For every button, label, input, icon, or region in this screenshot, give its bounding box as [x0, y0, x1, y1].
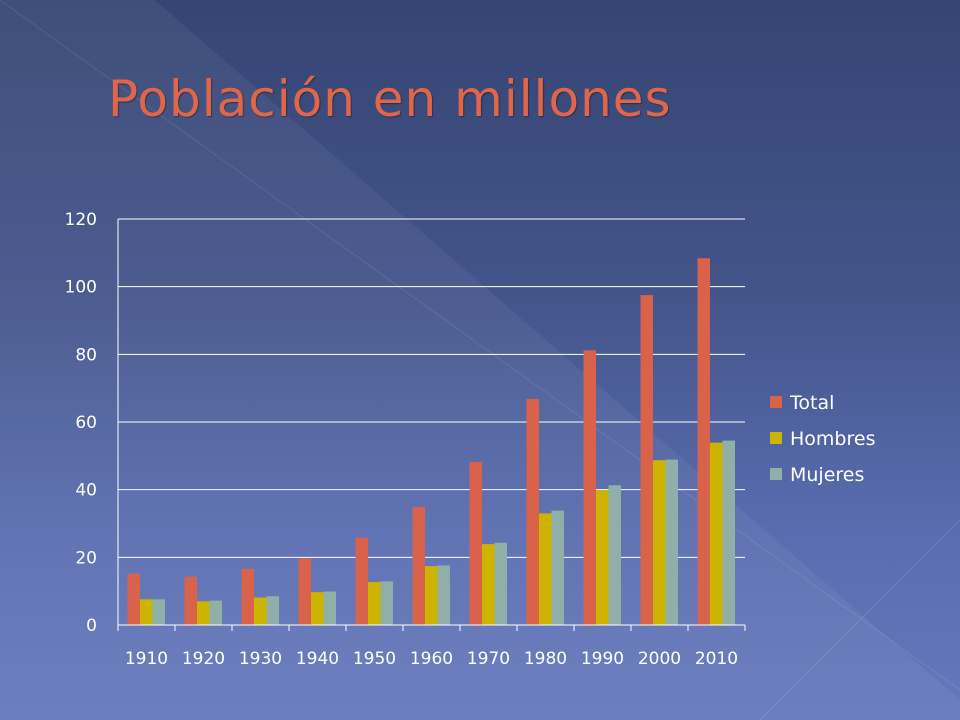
bar-mujeres-2000: [665, 459, 678, 625]
bar-total-1960: [412, 506, 425, 625]
x-axis: [117, 219, 746, 631]
y-tick-label: 20: [75, 548, 97, 568]
bar-hombres-2000: [653, 460, 666, 625]
y-tick-label: 120: [65, 210, 97, 230]
bar-hombres-1980: [539, 513, 552, 625]
legend-swatch-hombres: [770, 432, 782, 444]
x-tick-label: 1930: [239, 649, 282, 669]
x-tick-label: 1970: [467, 649, 510, 669]
bar-total-1990: [583, 350, 596, 625]
bar-mujeres-1950: [380, 581, 393, 625]
y-tick-label: 60: [75, 413, 97, 433]
bar-mujeres-1980: [551, 510, 564, 625]
slide-title: Población en millones: [108, 70, 672, 128]
bar-hombres-1960: [425, 566, 438, 625]
bar-mujeres-1930: [266, 596, 279, 625]
bar-total-2000: [640, 295, 653, 625]
x-tick-label: 1950: [353, 649, 396, 669]
bar-mujeres-1990: [608, 485, 621, 625]
bar-mujeres-1970: [494, 542, 507, 625]
bar-mujeres-1960: [437, 565, 450, 625]
x-axis-tick-labels: 1910 1920 1930 1940 1950 1960 1970 1980 1990 2000…: [125, 649, 738, 669]
bar-total-1950: [355, 537, 368, 625]
bar-hombres-1990: [596, 490, 609, 625]
bar-total-1920: [184, 576, 197, 625]
bar-total-2010: [697, 258, 710, 625]
bar-hombres-1910: [140, 599, 153, 625]
bar-hombres-1920: [197, 601, 210, 625]
bar-hombres-1940: [311, 592, 324, 625]
x-tick-label: 1940: [296, 649, 339, 669]
x-tick-label: 1910: [125, 649, 168, 669]
legend-swatch-total: [770, 396, 782, 408]
y-tick-label: 80: [75, 345, 97, 365]
y-tick-label: 40: [75, 481, 97, 501]
bar-total-1980: [526, 398, 539, 625]
x-tick-label: 1920: [182, 649, 225, 669]
x-tick-label: 1980: [524, 649, 567, 669]
legend: Total Hombres Mujeres: [770, 392, 875, 486]
y-tick-label: 100: [65, 278, 97, 298]
x-tick-label: 1990: [581, 649, 624, 669]
bar-total-1940: [298, 558, 311, 625]
bar-mujeres-1910: [152, 599, 165, 625]
legend-label-hombres: Hombres: [790, 428, 875, 450]
bar-total-1910: [127, 573, 140, 625]
y-axis-tick-labels: 0 20 40 60 80 100 120: [65, 210, 97, 636]
bar-hombres-1970: [482, 544, 495, 625]
bar-total-1970: [469, 461, 482, 625]
legend-label-total: Total: [789, 392, 834, 414]
bar-hombres-1930: [254, 597, 267, 625]
bar-mujeres-2010: [722, 440, 735, 625]
bar-total-1930: [241, 568, 254, 625]
bar-hombres-2010: [710, 442, 723, 625]
bar-mujeres-1920: [209, 600, 222, 625]
x-tick-label: 2000: [638, 649, 681, 669]
x-tick-label: 2010: [695, 649, 738, 669]
bar-hombres-1950: [368, 582, 381, 625]
x-tick-label: 1960: [410, 649, 453, 669]
bars: [127, 258, 735, 625]
legend-swatch-mujeres: [770, 468, 782, 480]
y-tick-label: 0: [86, 616, 97, 636]
legend-label-mujeres: Mujeres: [790, 464, 864, 486]
bar-mujeres-1940: [323, 591, 336, 625]
